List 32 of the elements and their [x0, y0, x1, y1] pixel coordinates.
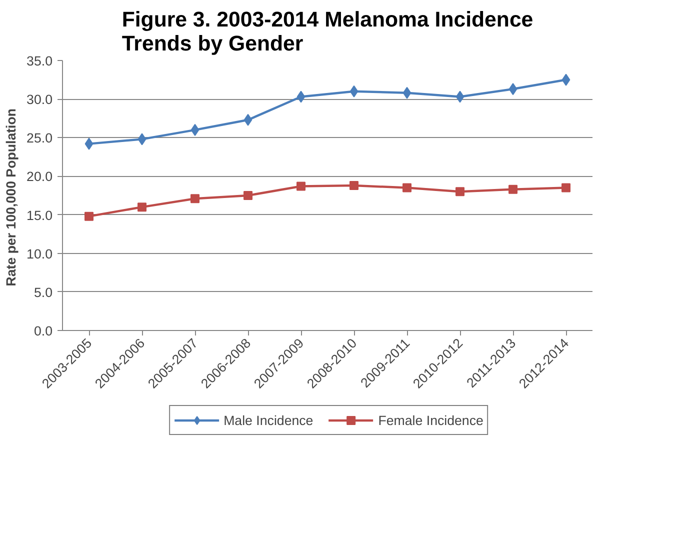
- point: [296, 90, 306, 103]
- y-tick-label: 20.0: [26, 169, 53, 184]
- y-tick-label: 0.0: [34, 324, 53, 338]
- point: [456, 187, 464, 196]
- point: [402, 86, 412, 99]
- point: [350, 85, 358, 98]
- y-tick-label: 15.0: [26, 208, 53, 223]
- chart-title: Figure 3. 2003-2014 Melanoma Incidence Trends by Gender: [122, 8, 534, 56]
- point: [138, 202, 146, 212]
- point: [190, 194, 200, 204]
- point: [456, 90, 464, 103]
- point: [138, 133, 146, 146]
- point: [508, 184, 518, 194]
- point: [562, 183, 570, 192]
- point: [350, 180, 358, 190]
- y-tick-label: 5.0: [34, 284, 53, 300]
- y-tick-label: 30.0: [26, 92, 53, 108]
- point: [84, 212, 94, 221]
- point: [508, 83, 518, 96]
- point: [84, 138, 94, 150]
- point: [402, 183, 412, 192]
- y-tick-label: 25.0: [26, 130, 53, 146]
- y-tick-label: 35.0: [26, 54, 53, 68]
- y-tick-label: 10.0: [26, 246, 53, 262]
- legend-label: Male Incidence: [224, 412, 314, 428]
- point: [244, 114, 252, 126]
- point: [244, 191, 252, 200]
- legend-label: Female Incidence: [378, 412, 484, 428]
- point: [562, 74, 570, 86]
- point: [190, 124, 200, 136]
- y-axis-title: Rate per 100,000 Population: [4, 108, 19, 286]
- point: [296, 182, 306, 191]
